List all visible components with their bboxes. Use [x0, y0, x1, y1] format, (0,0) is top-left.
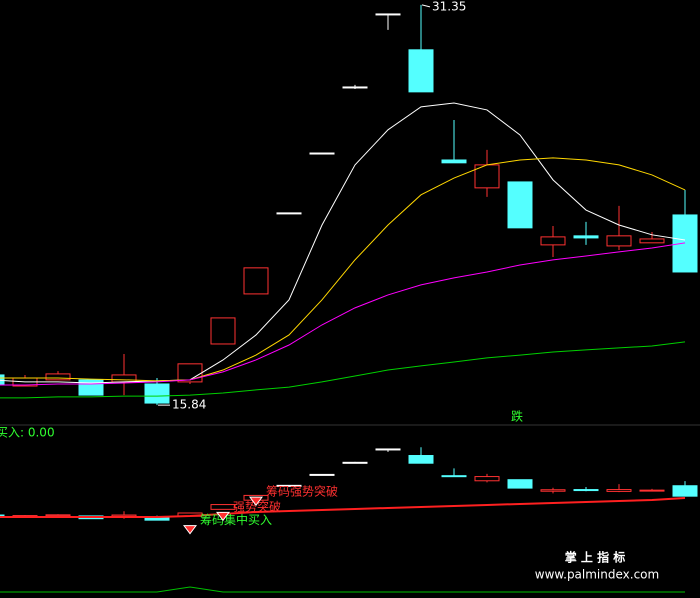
- sub-label: 买入: 0.00: [0, 426, 55, 440]
- candle-body: [210, 317, 236, 345]
- sub-candle-body: [0, 514, 5, 518]
- sub-candle-body: [474, 476, 500, 482]
- candle-body: [441, 159, 467, 164]
- candle-body: [606, 235, 632, 247]
- sub-candle-body: [375, 448, 401, 451]
- candle-body: [177, 363, 203, 383]
- moving-average: [0, 341, 686, 399]
- signal-icon: [249, 496, 263, 507]
- max-pointer: [421, 4, 431, 8]
- sub-candle-body: [45, 514, 71, 517]
- candle-body: [342, 86, 368, 89]
- sub-candle-body: [276, 484, 302, 487]
- candle-body: [111, 374, 137, 383]
- sub-candle-body: [672, 485, 698, 497]
- sub-candle-body: [639, 489, 665, 492]
- min-label: 15.84: [172, 398, 206, 412]
- signal-icon: [216, 511, 230, 522]
- candle-body: [78, 379, 104, 396]
- candle-body: [672, 214, 698, 273]
- candle-body: [507, 181, 533, 229]
- moving-average: [0, 102, 686, 384]
- moving-average: [0, 157, 686, 382]
- sub-candle-body: [441, 475, 467, 478]
- sub-candle-body: [309, 473, 335, 476]
- candle-body: [540, 236, 566, 246]
- candle-body: [276, 212, 302, 215]
- signal-icon: [183, 525, 197, 535]
- sub-candle-body: [507, 479, 533, 489]
- signal-text: 筹码强势突破: [266, 484, 338, 499]
- sub-candle-body: [342, 461, 368, 464]
- candle-body: [45, 373, 71, 381]
- watermark-title: 掌 上 指 标: [565, 550, 626, 565]
- candle-body: [309, 152, 335, 155]
- sub-candle-body: [408, 455, 434, 464]
- sub-candle-body: [573, 489, 599, 492]
- candle-body: [243, 267, 269, 295]
- candle-body: [144, 383, 170, 404]
- signal-text: 强势突破: [233, 499, 281, 514]
- candle-body: [408, 49, 434, 93]
- watermark-url: www.palmindex.com: [535, 568, 659, 582]
- sub-candle-body: [540, 489, 566, 492]
- candle-body: [375, 13, 401, 16]
- sub-candle-body: [606, 489, 632, 492]
- buy-line: [0, 586, 685, 593]
- fall-label: 跌: [511, 409, 523, 424]
- max-label: 31.35: [432, 0, 466, 13]
- candle-body: [639, 238, 665, 244]
- sub-candle-body: [210, 504, 236, 510]
- signal-text: 筹码集中买入: [200, 512, 272, 527]
- candle-body: [573, 235, 599, 239]
- sub-line: [0, 496, 686, 518]
- moving-average: [0, 242, 686, 386]
